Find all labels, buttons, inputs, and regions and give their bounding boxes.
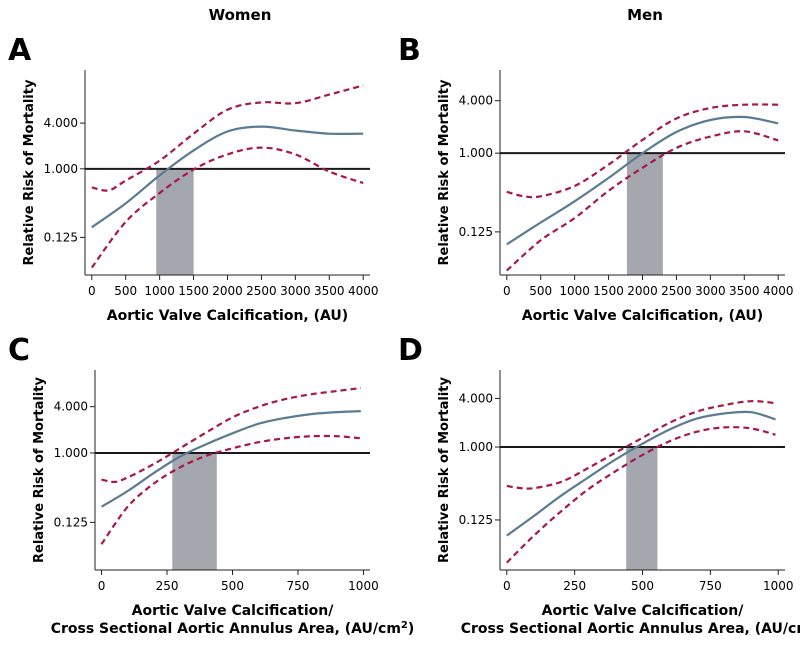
shaded-range xyxy=(626,447,658,570)
x-tick-label: 500 xyxy=(221,579,244,593)
y-tick-label: 1.000 xyxy=(459,440,493,454)
ci-line xyxy=(91,84,364,192)
risk-line xyxy=(506,410,776,537)
x-tick-label: 1000 xyxy=(348,579,379,593)
x-tick-label: 250 xyxy=(563,579,586,593)
x-axis-label: Aortic Valve Calcification/ xyxy=(132,603,335,619)
ci-line xyxy=(506,103,779,199)
x-tick-label: 1000 xyxy=(763,579,794,593)
x-tick-label: 500 xyxy=(114,284,137,298)
x-axis-label-text: Cross Sectional Aortic Annulus Area, (AU… xyxy=(461,621,800,637)
panel-b: B 0.125 1.000 4.000 0 500 1000 1500 2000 2500 3000… xyxy=(398,33,793,324)
x-tick-label: 1000 xyxy=(144,284,175,298)
y-tick-label: 1.000 xyxy=(54,446,88,460)
y-axis-label: Relative Risk of Mortality xyxy=(32,377,47,563)
x-tick-label: 3500 xyxy=(314,284,345,298)
y-tick-label: 1.000 xyxy=(44,162,78,176)
x-tick-label: 1500 xyxy=(178,284,209,298)
y-tick-label: 4.000 xyxy=(54,400,88,414)
ci-line xyxy=(100,434,361,545)
panel-d: D 0.125 1.000 4.000 0 250 500 750 1000 Relative R… xyxy=(398,333,800,637)
x-axis-label-line2: Cross Sectional Aortic Annulus Area, (AU… xyxy=(461,620,800,637)
shaded-range xyxy=(172,452,217,570)
x-tick-label: 4000 xyxy=(763,284,794,298)
y-tick-label: 0.125 xyxy=(459,513,493,527)
column-title-women: Women xyxy=(209,6,272,24)
ci-line xyxy=(101,386,361,484)
risk-line xyxy=(100,410,361,508)
risk-line xyxy=(506,115,779,246)
x-axis-label: Aortic Valve Calcification, (AU) xyxy=(522,308,763,324)
x-tick-label: 250 xyxy=(156,579,179,593)
ci-line xyxy=(90,146,364,269)
y-tick-label: 0.125 xyxy=(44,230,78,244)
y-axis-label: Relative Risk of Mortality xyxy=(437,377,452,563)
x-tick-label: 1000 xyxy=(559,284,590,298)
x-axis-label: Aortic Valve Calcification, (AU) xyxy=(107,308,348,324)
x-tick-label: 2500 xyxy=(661,284,692,298)
x-tick-label: 0 xyxy=(503,579,511,593)
column-title-men: Men xyxy=(627,6,663,24)
ci-line xyxy=(506,426,776,564)
y-axis-label: Relative Risk of Mortality xyxy=(437,79,452,265)
x-axis-label-superscript: 2 xyxy=(401,620,408,631)
x-tick-label: 0 xyxy=(98,579,106,593)
x-tick-label: 750 xyxy=(699,579,722,593)
x-axis-label-line2: Cross Sectional Aortic Annulus Area, (AU… xyxy=(51,620,415,637)
ci-line xyxy=(506,400,776,490)
panel-letter: C xyxy=(8,333,30,368)
y-tick-label: 0.125 xyxy=(459,225,493,239)
x-tick-label: 3000 xyxy=(280,284,311,298)
ci-line xyxy=(506,130,779,272)
x-tick-label: 0 xyxy=(88,284,96,298)
x-tick-label: 2500 xyxy=(246,284,277,298)
x-tick-label: 2000 xyxy=(212,284,243,298)
x-axis-label-close: ) xyxy=(408,621,414,637)
x-tick-label: 750 xyxy=(287,579,310,593)
y-axis-label: Relative Risk of Mortality xyxy=(22,79,37,265)
x-tick-label: 4000 xyxy=(348,284,379,298)
x-tick-label: 0 xyxy=(503,284,511,298)
shaded-range xyxy=(626,153,663,275)
y-tick-label: 4.000 xyxy=(459,391,493,405)
y-tick-label: 4.000 xyxy=(459,94,493,108)
y-tick-label: 0.125 xyxy=(54,515,88,529)
y-tick-label: 4.000 xyxy=(44,116,78,130)
panel-c: C 0.125 1.000 4.000 0 250 500 750 1000 Relative R… xyxy=(8,333,414,637)
panel-letter: D xyxy=(398,333,423,368)
panel-letter: B xyxy=(398,33,421,68)
x-tick-label: 500 xyxy=(529,284,552,298)
x-tick-label: 500 xyxy=(631,579,654,593)
y-tick-label: 1.000 xyxy=(459,146,493,160)
risk-line xyxy=(91,125,364,229)
x-tick-label: 3000 xyxy=(695,284,726,298)
x-tick-label: 3500 xyxy=(729,284,760,298)
x-tick-label: 1500 xyxy=(593,284,624,298)
x-tick-label: 2000 xyxy=(627,284,658,298)
shaded-range xyxy=(156,168,194,275)
x-axis-label: Aortic Valve Calcification/ xyxy=(542,603,745,619)
panel-letter: A xyxy=(8,33,32,68)
panel-a: A 0.125 1.000 4.000 0 500 1000 1500 2000 2500 3000… xyxy=(8,33,378,324)
x-axis-label-text: Cross Sectional Aortic Annulus Area, (AU… xyxy=(51,621,401,637)
